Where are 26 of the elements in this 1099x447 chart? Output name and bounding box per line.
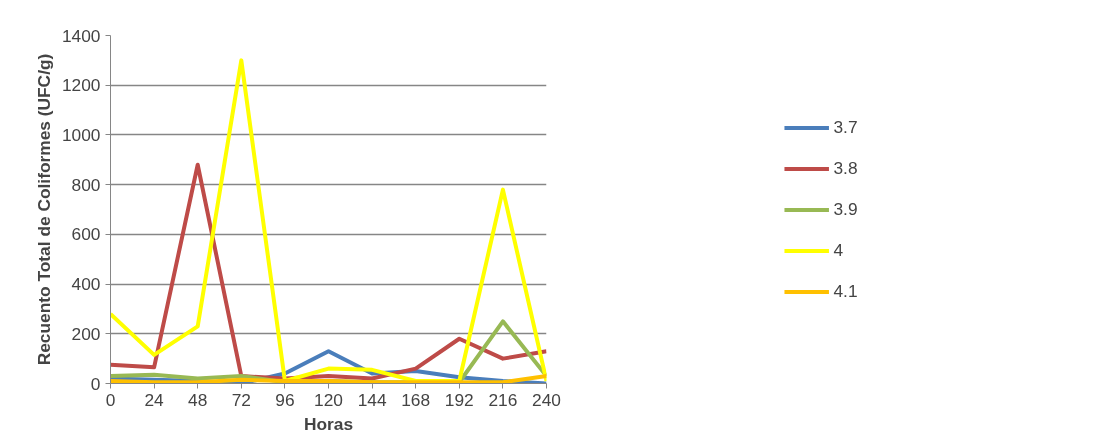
y-tick-label: 800 (71, 174, 101, 195)
x-tick-label: 120 (314, 389, 343, 410)
x-tick-label: 216 (488, 389, 518, 410)
y-tick-label: 1000 (61, 124, 101, 145)
x-tick-label: 168 (401, 389, 431, 410)
x-axis-title: Horas (303, 413, 354, 434)
x-tick-label: 144 (357, 389, 387, 410)
x-tick-label: 192 (444, 389, 474, 410)
legend-label: 4 (833, 239, 845, 261)
x-tick-label: 48 (188, 389, 208, 410)
legend-label: 3.9 (833, 198, 858, 220)
legend-label: 3.8 (833, 157, 858, 179)
x-tick-label: 24 (144, 389, 165, 410)
y-tick-label: 600 (71, 224, 101, 245)
x-tick-label: 240 (532, 389, 561, 410)
x-tick-label: 72 (231, 389, 251, 410)
y-tick-label: 200 (71, 323, 101, 344)
y-axis-title: Recuento Total de Coliformes (UFC/g) (33, 53, 54, 366)
x-tick-label: 96 (275, 389, 295, 410)
x-tick-label: 0 (105, 389, 116, 410)
y-tick-label: 1200 (61, 75, 101, 96)
y-tick-label: 0 (90, 373, 101, 394)
legend-label: 4.1 (833, 280, 858, 302)
legend-label: 3.7 (833, 116, 858, 138)
y-tick-label: 1400 (61, 25, 101, 46)
y-tick-label: 400 (71, 274, 101, 295)
